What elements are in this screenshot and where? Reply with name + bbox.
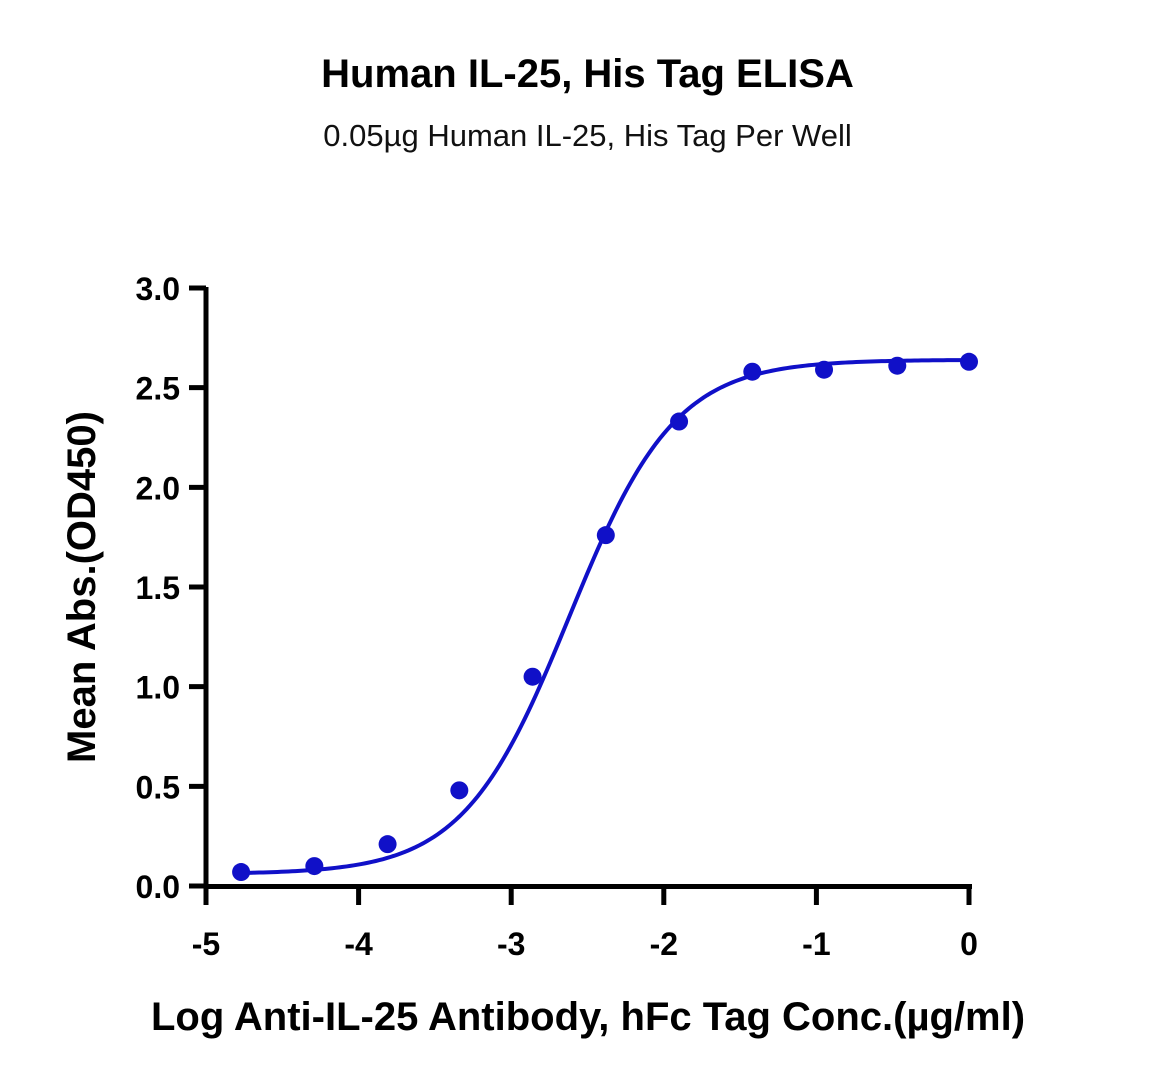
y-tick-label: 2.0 bbox=[136, 470, 180, 506]
x-tick-label: -3 bbox=[497, 926, 525, 962]
x-axis-label: Log Anti-IL-25 Antibody, hFc Tag Conc.(µ… bbox=[151, 995, 1025, 1039]
y-tick-label: 0.5 bbox=[136, 769, 180, 805]
y-tick-label: 1.0 bbox=[136, 670, 180, 706]
y-ticks: 0.0 0.5 1.0 1.5 2.0 2.5 3.0 bbox=[136, 271, 206, 905]
data-point bbox=[670, 412, 689, 431]
x-tick-label: -5 bbox=[192, 926, 220, 962]
data-point bbox=[743, 362, 762, 381]
data-point bbox=[305, 857, 324, 876]
data-point bbox=[815, 360, 834, 379]
data-point bbox=[523, 667, 542, 686]
x-tick-label: -1 bbox=[802, 926, 830, 962]
data-point bbox=[450, 781, 469, 800]
fit-curve bbox=[241, 358, 970, 875]
x-tick-label: 0 bbox=[960, 926, 978, 962]
data-point bbox=[888, 356, 907, 375]
y-tick-label: 2.5 bbox=[136, 371, 180, 407]
data-point bbox=[232, 863, 251, 882]
y-tick-label: 0.0 bbox=[136, 869, 180, 905]
y-tick-label: 1.5 bbox=[136, 570, 180, 606]
data-point bbox=[960, 352, 978, 371]
x-ticks: -5 -4 -3 -2 -1 0 bbox=[192, 886, 978, 962]
chart-subtitle: 0.05µg Human IL-25, His Tag Per Well bbox=[323, 118, 852, 153]
chart-title: Human IL-25, His Tag ELISA bbox=[321, 52, 854, 96]
data-points bbox=[232, 352, 978, 882]
y-tick-label: 3.0 bbox=[136, 271, 180, 307]
x-tick-label: -2 bbox=[650, 926, 678, 962]
axes bbox=[203, 287, 972, 889]
y-axis-label: Mean Abs.(OD450) bbox=[60, 411, 104, 763]
data-point bbox=[378, 835, 397, 854]
data-point bbox=[596, 526, 615, 545]
x-tick-label: -4 bbox=[344, 926, 373, 962]
